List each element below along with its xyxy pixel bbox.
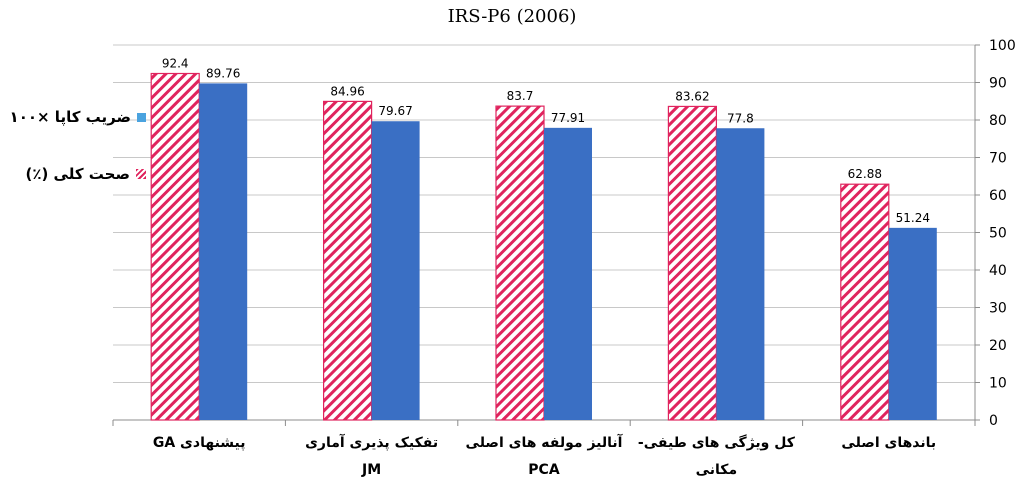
x-category-label: پیشنهادی GA: [113, 430, 285, 457]
y-tick-label: 80: [989, 113, 1007, 129]
bar-kappa: [199, 83, 248, 421]
bar-kappa: [716, 128, 765, 420]
data-label: 77.8: [727, 111, 754, 125]
y-tick-label: 0: [989, 413, 998, 429]
legend-swatch-solid: [137, 112, 146, 122]
y-tick-label: 70: [989, 151, 1007, 167]
y-tick-label: 40: [989, 263, 1007, 279]
legend-label-overall-accuracy: صحت کلی (٪): [25, 165, 130, 183]
x-category-label-line: آنالیز مولفه های اصلی: [465, 435, 623, 451]
x-category-label: کل ویژگی های طیفی- مکانی: [630, 430, 802, 484]
legend-item-overall-accuracy: صحت کلی (٪): [6, 165, 146, 183]
x-category-label-line: مکانی: [695, 462, 738, 478]
data-label: 79.67: [378, 104, 412, 118]
data-label: 89.76: [206, 66, 240, 80]
y-tick-label: 50: [989, 226, 1007, 242]
x-category-label: آنالیز مولفه های اصلی PCA: [458, 430, 630, 484]
data-label: 83.7: [507, 89, 534, 103]
data-label: 62.88: [848, 167, 882, 181]
x-category-label: باندهای اصلی: [803, 430, 975, 457]
bar-overall-accuracy: [667, 105, 718, 421]
x-category-label-line: کل ویژگی های طیفی-: [637, 435, 795, 451]
y-tick-label: 20: [989, 338, 1007, 354]
data-label: 92.4: [162, 57, 189, 71]
y-tick-label: 10: [989, 376, 1007, 392]
bar-overall-accuracy: [150, 72, 200, 421]
x-category-label-line: پیشنهادی GA: [152, 435, 246, 451]
bar-overall-accuracy: [495, 105, 545, 421]
data-label: 83.62: [675, 89, 709, 103]
x-category-label-line: PCA: [528, 462, 560, 478]
bar-overall-accuracy: [840, 183, 890, 421]
legend-item-kappa: ضریب کاپا ×۱۰۰: [6, 108, 146, 126]
chart-title: IRS-P6 (2006): [448, 6, 577, 27]
y-tick-label: 30: [989, 301, 1007, 317]
data-label: 51.24: [896, 211, 930, 225]
data-label: 77.91: [551, 111, 585, 125]
legend-swatch-hatched: [136, 169, 146, 179]
y-tick-label: 60: [989, 188, 1007, 204]
x-category-label-line: تفکیک پذیری آماری: [305, 435, 439, 451]
x-category-label-line: JM: [362, 462, 382, 478]
bar-overall-accuracy: [323, 100, 373, 421]
x-category-label-line: باندهای اصلی: [841, 435, 937, 451]
bar-kappa: [371, 121, 420, 421]
y-tick-label: 90: [989, 76, 1007, 92]
bar-kappa: [888, 227, 937, 420]
data-label: 84.96: [330, 84, 364, 98]
bar-kappa: [544, 127, 592, 421]
y-tick-label: 100: [989, 38, 1016, 54]
legend-label-kappa: ضریب کاپا ×۱۰۰: [9, 108, 131, 126]
x-category-label: تفکیک پذیری آماری JM: [285, 430, 457, 484]
